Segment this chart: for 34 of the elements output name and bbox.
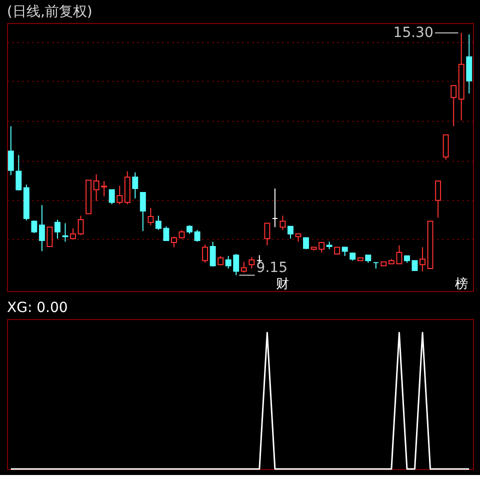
candlestick: [248, 256, 255, 270]
candlestick: [54, 219, 60, 240]
candlestick: [372, 262, 379, 270]
candlestick: [46, 226, 53, 247]
candlestick: [140, 192, 146, 232]
chart-title: XG: 0.00: [7, 300, 68, 316]
candlestick: [70, 228, 76, 240]
candlestick: [288, 226, 294, 240]
candlestick: [218, 255, 224, 266]
chart-title: (日线,前复权): [7, 4, 92, 20]
candlestick: [442, 134, 449, 160]
candlestick: [194, 229, 200, 242]
candlestick: [450, 85, 457, 127]
candlestick: [31, 220, 38, 234]
candlestick: [108, 189, 115, 205]
candlestick: [132, 172, 138, 199]
candlestick: [412, 260, 418, 272]
candlestick: [264, 222, 270, 246]
candlestick: [171, 236, 177, 248]
annotation: 9.15: [256, 260, 288, 276]
candlestick: [202, 244, 208, 264]
candlestick: [38, 204, 45, 252]
candlestick: [420, 246, 426, 272]
annotation: 财: [276, 277, 290, 292]
candlestick: [210, 241, 216, 268]
candlestick: [272, 188, 278, 228]
annotation: 榜: [454, 277, 468, 292]
candlestick: [240, 261, 247, 273]
candlestick: [78, 215, 84, 236]
candlestick: [116, 185, 123, 205]
candlestick: [148, 207, 154, 226]
candlestick: [435, 180, 442, 218]
candlestick: [280, 215, 286, 230]
annotation: 15.30: [393, 24, 434, 41]
